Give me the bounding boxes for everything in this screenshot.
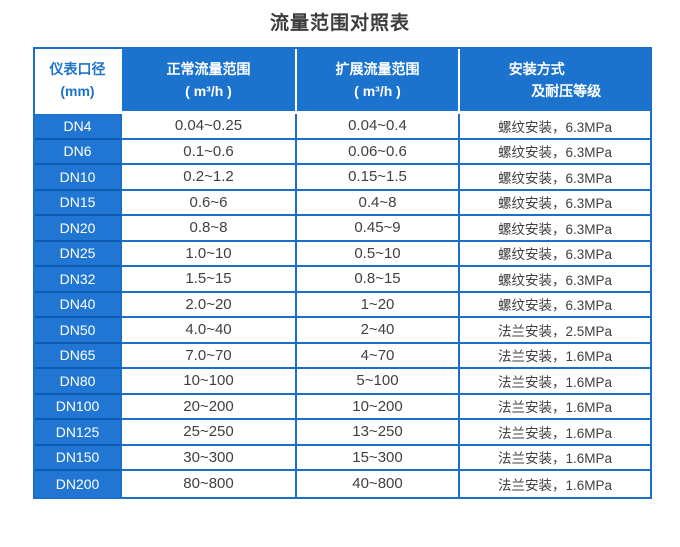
extended-flow-cell: 10~200 bbox=[297, 394, 460, 420]
normal-flow-cell: 10~100 bbox=[122, 369, 297, 395]
dn-cell: DN25 bbox=[35, 241, 122, 267]
normal-flow-cell: 1.5~15 bbox=[122, 267, 297, 293]
install-cell: 螺纹安装，6.3MPa bbox=[460, 139, 650, 165]
extended-flow-cell: 0.4~8 bbox=[297, 190, 460, 216]
table-row: DN125 25~250 13~250 法兰安装，1.6MPa bbox=[35, 420, 650, 446]
normal-flow-cell: 1.0~10 bbox=[122, 241, 297, 267]
normal-flow-cell: 4.0~40 bbox=[122, 318, 297, 344]
dn-cell: DN10 bbox=[35, 165, 122, 191]
header-diameter-unit: (mm) bbox=[60, 83, 95, 99]
dn-cell: DN200 bbox=[35, 471, 122, 497]
table-row: DN6 0.1~0.6 0.06~0.6 螺纹安装，6.3MPa bbox=[35, 139, 650, 165]
table-row: DN80 10~100 5~100 法兰安装，1.6MPa bbox=[35, 369, 650, 395]
dn-cell: DN20 bbox=[35, 216, 122, 242]
extended-flow-cell: 0.04~0.4 bbox=[297, 114, 460, 140]
extended-flow-cell: 5~100 bbox=[297, 369, 460, 395]
extended-flow-cell: 0.5~10 bbox=[297, 241, 460, 267]
table-row: DN150 30~300 15~300 法兰安装，1.6MPa bbox=[35, 445, 650, 471]
extended-flow-cell: 40~800 bbox=[297, 471, 460, 497]
table-row: DN65 7.0~70 4~70 法兰安装，1.6MPa bbox=[35, 343, 650, 369]
table-row: DN25 1.0~10 0.5~10 螺纹安装，6.3MPa bbox=[35, 241, 650, 267]
table-row: DN15 0.6~6 0.4~8 螺纹安装，6.3MPa bbox=[35, 190, 650, 216]
install-cell: 螺纹安装，6.3MPa bbox=[460, 190, 650, 216]
normal-flow-cell: 0.04~0.25 bbox=[122, 114, 297, 140]
install-cell: 法兰安装，1.6MPa bbox=[460, 343, 650, 369]
table-row: DN50 4.0~40 2~40 法兰安装，2.5MPa bbox=[35, 318, 650, 344]
normal-flow-cell: 7.0~70 bbox=[122, 343, 297, 369]
dn-cell: DN40 bbox=[35, 292, 122, 318]
install-cell: 法兰安装，1.6MPa bbox=[460, 369, 650, 395]
header-diameter-line1: 仪表口径 bbox=[49, 61, 106, 77]
normal-flow-cell: 30~300 bbox=[122, 445, 297, 471]
header-installation: 安装方式 及耐压等级 bbox=[460, 49, 650, 114]
header-installation-line1: 安装方式 bbox=[508, 61, 565, 77]
table-row: DN40 2.0~20 1~20 螺纹安装，6.3MPa bbox=[35, 292, 650, 318]
normal-flow-cell: 0.1~0.6 bbox=[122, 139, 297, 165]
extended-flow-cell: 0.15~1.5 bbox=[297, 165, 460, 191]
dn-cell: DN32 bbox=[35, 267, 122, 293]
install-cell: 法兰安装，1.6MPa bbox=[460, 394, 650, 420]
dn-cell: DN4 bbox=[35, 114, 122, 140]
normal-flow-cell: 0.6~6 bbox=[122, 190, 297, 216]
dn-cell: DN50 bbox=[35, 318, 122, 344]
dn-cell: DN65 bbox=[35, 343, 122, 369]
header-normal-flow: 正常流量范围 ( m³/h ) bbox=[122, 49, 297, 114]
dn-cell: DN15 bbox=[35, 190, 122, 216]
install-cell: 法兰安装，1.6MPa bbox=[460, 445, 650, 471]
install-cell: 螺纹安装，6.3MPa bbox=[460, 292, 650, 318]
dn-cell: DN100 bbox=[35, 394, 122, 420]
table-row: DN10 0.2~1.2 0.15~1.5 螺纹安装，6.3MPa bbox=[35, 165, 650, 191]
install-cell: 螺纹安装，6.3MPa bbox=[460, 114, 650, 140]
install-cell: 螺纹安装，6.3MPa bbox=[460, 267, 650, 293]
extended-flow-cell: 1~20 bbox=[297, 292, 460, 318]
normal-flow-cell: 25~250 bbox=[122, 420, 297, 446]
extended-flow-cell: 0.06~0.6 bbox=[297, 139, 460, 165]
dn-cell: DN150 bbox=[35, 445, 122, 471]
header-installation-block: 安装方式 及耐压等级 bbox=[509, 58, 601, 102]
table-row: DN20 0.8~8 0.45~9 螺纹安装，6.3MPa bbox=[35, 216, 650, 242]
install-cell: 法兰安装，1.6MPa bbox=[460, 420, 650, 446]
table-row: DN100 20~200 10~200 法兰安装，1.6MPa bbox=[35, 394, 650, 420]
header-normal-flow-unit: ( m³/h ) bbox=[185, 83, 232, 99]
normal-flow-cell: 0.8~8 bbox=[122, 216, 297, 242]
extended-flow-cell: 0.45~9 bbox=[297, 216, 460, 242]
install-cell: 螺纹安装，6.3MPa bbox=[460, 216, 650, 242]
normal-flow-cell: 20~200 bbox=[122, 394, 297, 420]
normal-flow-cell: 2.0~20 bbox=[122, 292, 297, 318]
header-normal-flow-line1: 正常流量范围 bbox=[166, 61, 251, 77]
table-row: DN200 80~800 40~800 法兰安装，1.6MPa bbox=[35, 471, 650, 497]
normal-flow-cell: 0.2~1.2 bbox=[122, 165, 297, 191]
table-row: DN4 0.04~0.25 0.04~0.4 螺纹安装，6.3MPa bbox=[35, 114, 650, 140]
extended-flow-cell: 13~250 bbox=[297, 420, 460, 446]
header-extended-flow-line1: 扩展流量范围 bbox=[335, 61, 420, 77]
header-diameter: 仪表口径 (mm) bbox=[35, 49, 122, 114]
table-header: 仪表口径 (mm) 正常流量范围 ( m³/h ) 扩展流量范围 ( m³/h … bbox=[35, 49, 650, 114]
header-installation-line2: 及耐压等级 bbox=[531, 83, 602, 99]
page-title: 流量范围对照表 bbox=[269, 13, 410, 34]
extended-flow-cell: 15~300 bbox=[297, 445, 460, 471]
extended-flow-cell: 4~70 bbox=[297, 343, 460, 369]
flow-range-table: 仪表口径 (mm) 正常流量范围 ( m³/h ) 扩展流量范围 ( m³/h … bbox=[33, 47, 652, 499]
install-cell: 螺纹安装，6.3MPa bbox=[460, 165, 650, 191]
table-body: DN4 0.04~0.25 0.04~0.4 螺纹安装，6.3MPa DN6 0… bbox=[35, 114, 650, 497]
install-cell: 法兰安装，1.6MPa bbox=[460, 471, 650, 497]
header-row: 仪表口径 (mm) 正常流量范围 ( m³/h ) 扩展流量范围 ( m³/h … bbox=[35, 49, 650, 114]
install-cell: 法兰安装，2.5MPa bbox=[460, 318, 650, 344]
dn-cell: DN80 bbox=[35, 369, 122, 395]
table-row: DN32 1.5~15 0.8~15 螺纹安装，6.3MPa bbox=[35, 267, 650, 293]
extended-flow-cell: 0.8~15 bbox=[297, 267, 460, 293]
install-cell: 螺纹安装，6.3MPa bbox=[460, 241, 650, 267]
dn-cell: DN6 bbox=[35, 139, 122, 165]
dn-cell: DN125 bbox=[35, 420, 122, 446]
extended-flow-cell: 2~40 bbox=[297, 318, 460, 344]
normal-flow-cell: 80~800 bbox=[122, 471, 297, 497]
header-extended-flow: 扩展流量范围 ( m³/h ) bbox=[297, 49, 460, 114]
header-extended-flow-unit: ( m³/h ) bbox=[354, 83, 401, 99]
